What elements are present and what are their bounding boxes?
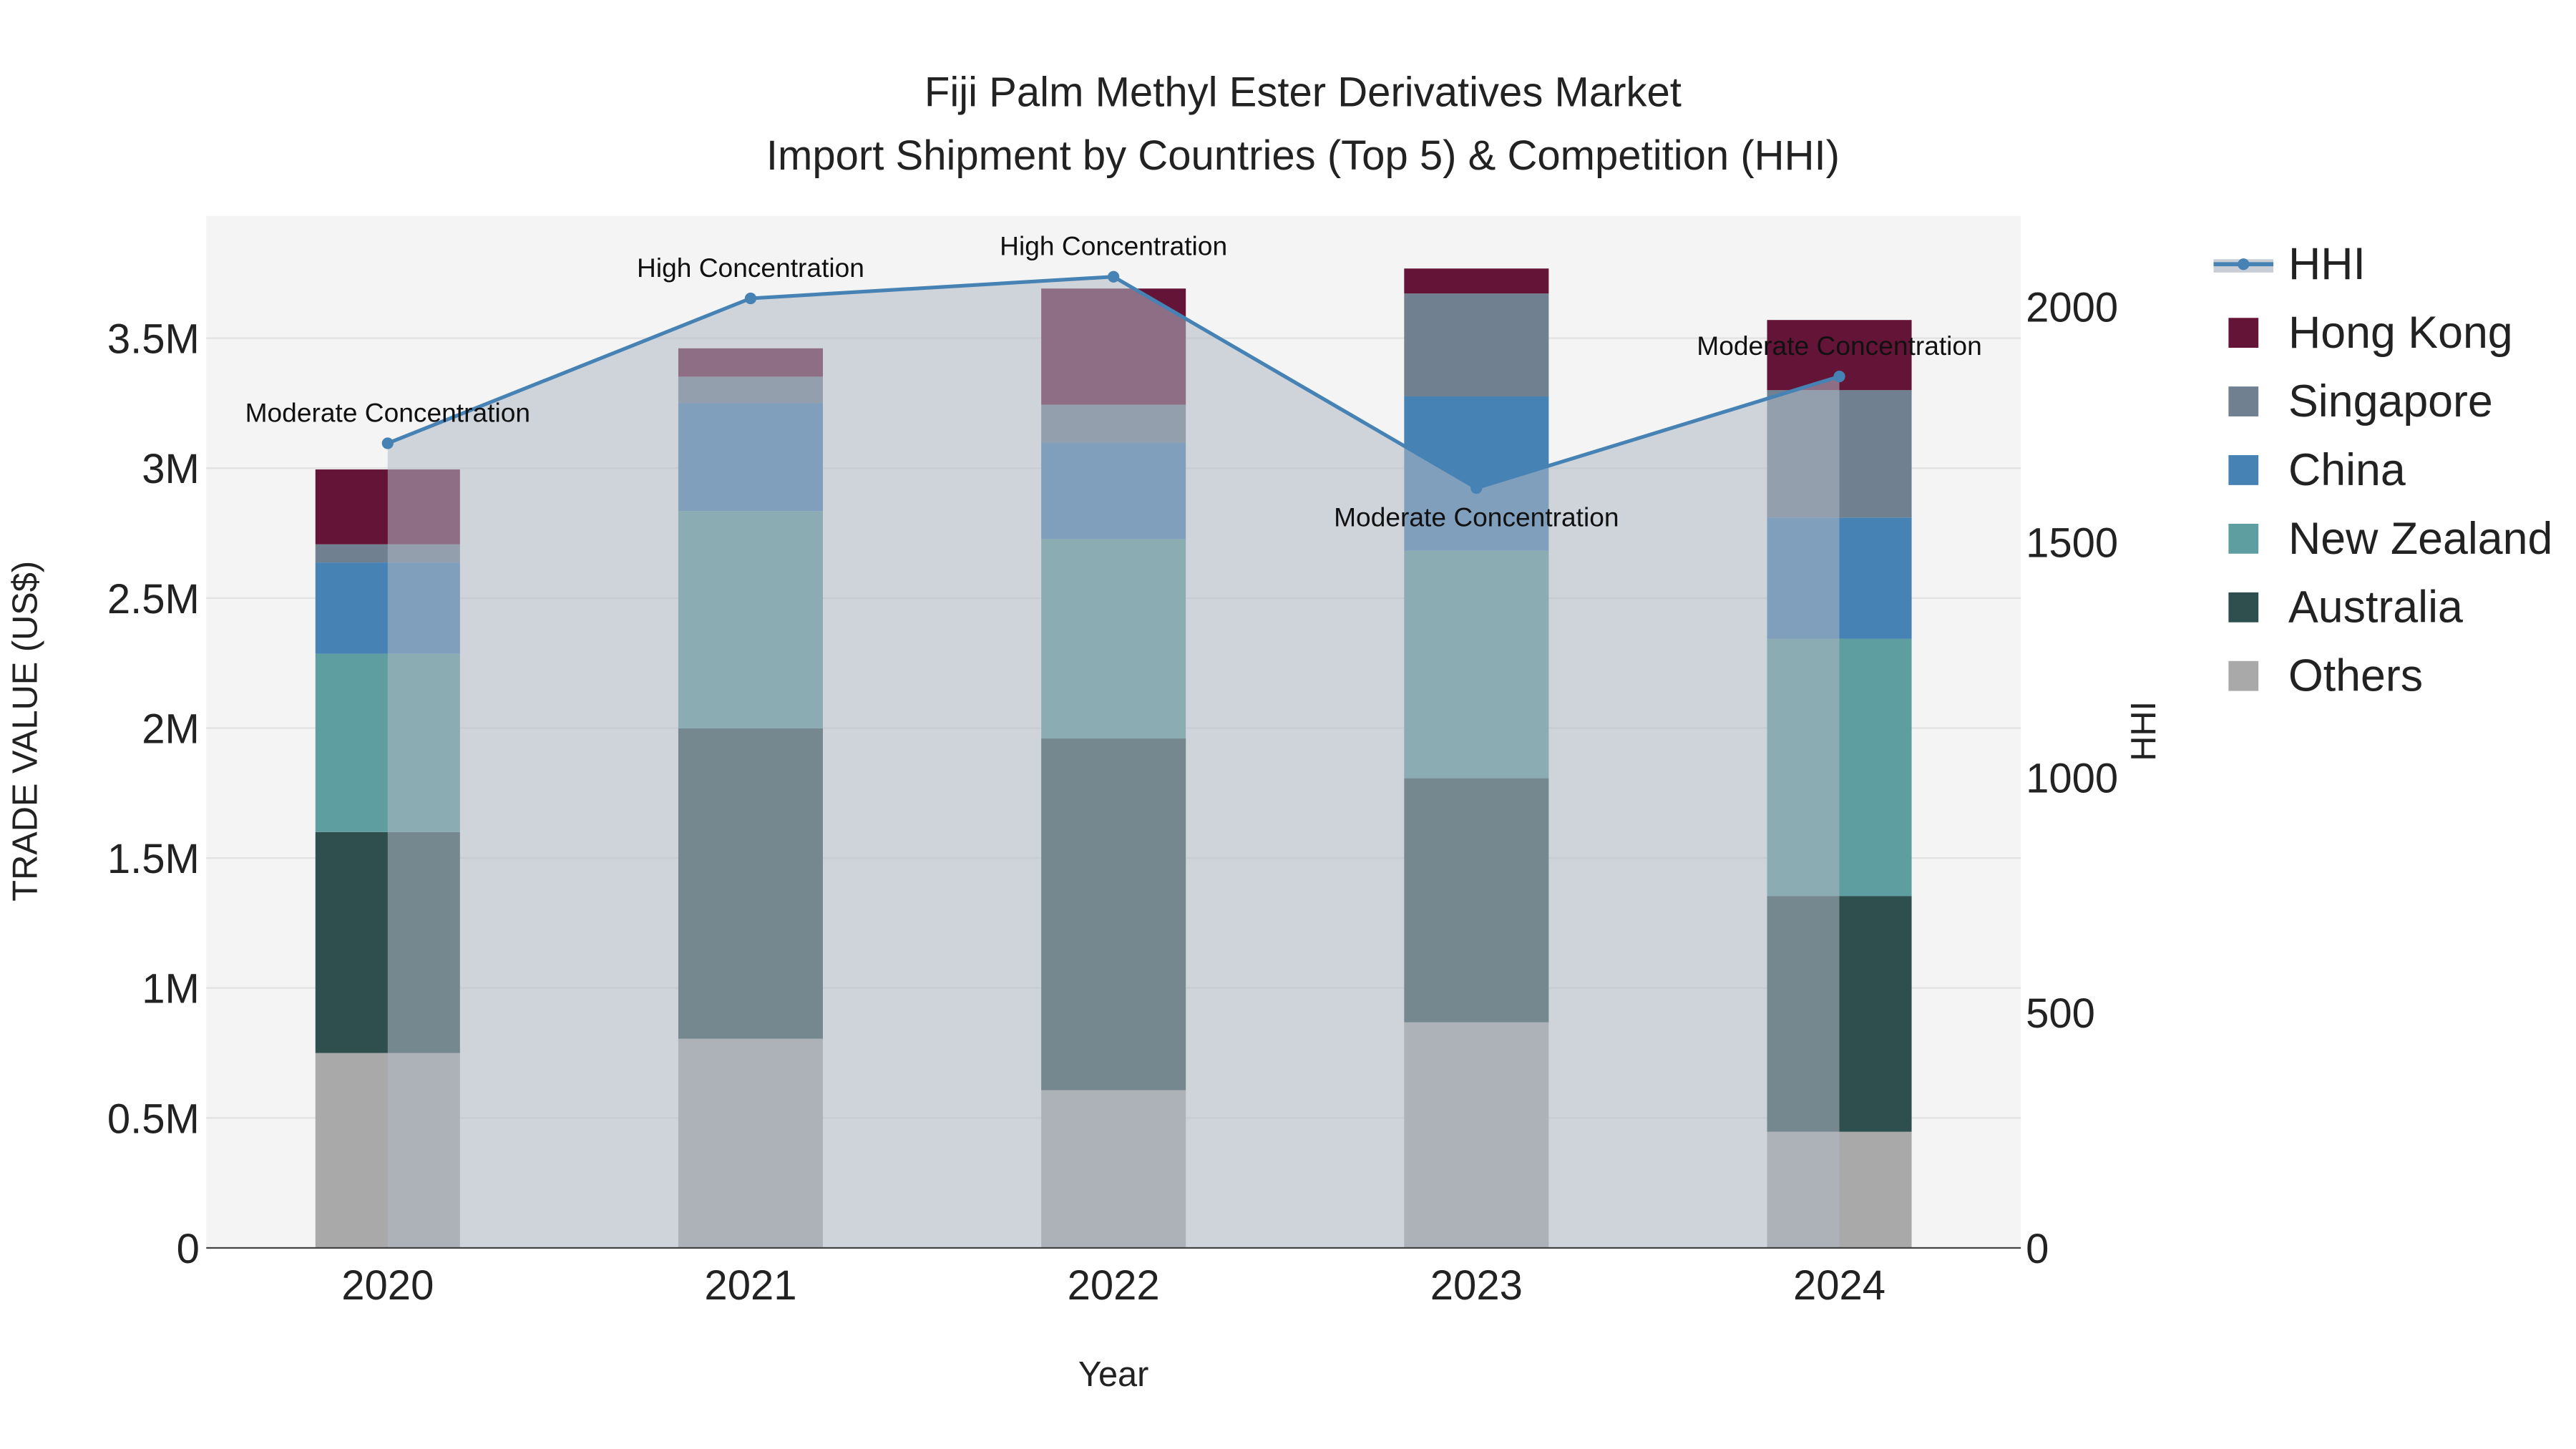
y-tick-label: 1.5M [107, 836, 200, 882]
hhi-point [1108, 270, 1120, 283]
y2-axis-title: HHI [2124, 701, 2163, 761]
hhi-annotation: High Concentration [1000, 231, 1227, 261]
x-tick-label: 2023 [1430, 1262, 1523, 1309]
hhi-annotation: Moderate Concentration [1697, 331, 1981, 361]
y-tick-label: 0.5M [107, 1096, 200, 1142]
legend-swatch [2228, 386, 2259, 416]
hhi-annotation: High Concentration [637, 253, 864, 283]
x-tick-label: 2022 [1068, 1262, 1160, 1309]
legend-swatch [2228, 455, 2259, 485]
hhi-point [1470, 482, 1483, 494]
legend-label: Others [2288, 651, 2423, 701]
legend-label: New Zealand [2288, 514, 2552, 564]
legend-swatch [2228, 523, 2259, 554]
y-tick-label: 1M [142, 966, 200, 1013]
y2-tick-label: 1000 [2026, 755, 2118, 801]
legend: HHI Hong Kong Singapore China New Zealand Aus… [2213, 239, 2552, 701]
legend-label: HHI [2288, 239, 2366, 289]
hhi-point [381, 437, 394, 449]
x-tick-label: 2024 [1793, 1262, 1885, 1309]
y-tick-label: 3.5M [107, 316, 200, 363]
x-axis-title: Year [1078, 1355, 1148, 1394]
legend-label: Singapore [2288, 376, 2493, 426]
chart-title: Fiji Palm Methyl Ester Derivatives Marke… [924, 69, 1682, 116]
legend-label: China [2288, 445, 2406, 495]
y-tick-label: 2.5M [107, 576, 200, 623]
y-tick-label: 2M [142, 706, 200, 752]
bar-singapore [1404, 293, 1549, 396]
legend-swatch [2228, 318, 2259, 348]
y-tick-label: 0 [177, 1226, 200, 1272]
legend-label: Australia [2288, 582, 2463, 633]
y2-tick-label: 1500 [2026, 520, 2118, 567]
y2-tick-label: 500 [2026, 990, 2095, 1037]
legend-label: Hong Kong [2288, 308, 2513, 358]
chart-subtitle: Import Shipment by Countries (Top 5) & C… [766, 132, 1840, 179]
legend-hhi-marker [2238, 258, 2250, 270]
legend-swatch [2228, 660, 2259, 691]
hhi-annotation: Moderate Concentration [245, 397, 530, 427]
hhi-area [387, 276, 1840, 1249]
x-tick-label: 2020 [341, 1262, 434, 1309]
x-tick-label: 2021 [704, 1262, 796, 1309]
legend-swatch [2228, 592, 2259, 623]
y2-tick-label: 0 [2026, 1226, 2049, 1272]
y-tick-label: 3M [142, 446, 200, 492]
bar-hong-kong [1404, 268, 1549, 294]
hhi-point [744, 292, 757, 305]
hhi-point [1833, 371, 1845, 383]
hhi-annotation: Moderate Concentration [1334, 502, 1619, 532]
y2-tick-label: 2000 [2026, 285, 2118, 331]
y-axis-title: TRADE VALUE (US$) [6, 561, 44, 902]
